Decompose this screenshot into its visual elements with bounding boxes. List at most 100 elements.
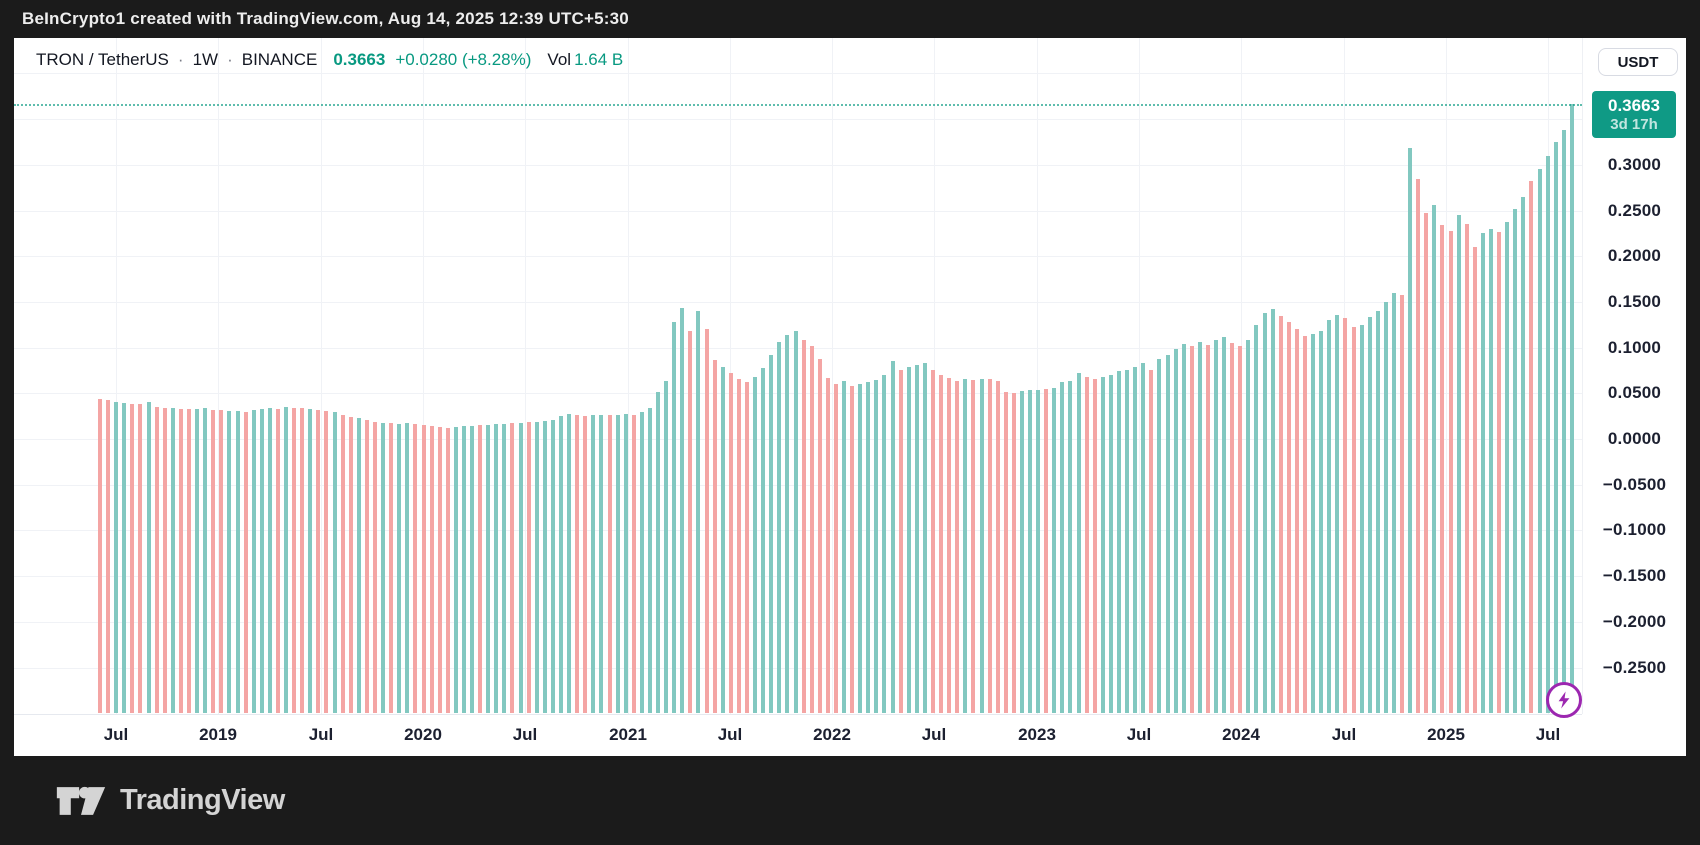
h-gridline bbox=[14, 393, 1582, 395]
h-gridline bbox=[14, 210, 1582, 212]
price-bar bbox=[413, 423, 418, 713]
interval-label[interactable]: 1W bbox=[192, 50, 219, 69]
price-bar bbox=[187, 409, 191, 713]
separator-dot: · bbox=[227, 50, 233, 69]
price-bar bbox=[631, 415, 636, 713]
price-bar bbox=[1553, 141, 1558, 713]
h-gridline bbox=[14, 347, 1582, 349]
price-bar bbox=[1529, 181, 1534, 713]
time-axis[interactable]: Jul 2019 Jul 2020 Jul 2021 Jul 2022 Jul 2023 Jul 20… bbox=[14, 714, 1582, 756]
price-bar bbox=[1125, 369, 1129, 713]
price-bar bbox=[639, 411, 644, 713]
h-gridline bbox=[14, 119, 1582, 121]
price-bar bbox=[664, 380, 669, 713]
price-bar bbox=[445, 428, 450, 713]
price-bar bbox=[1480, 233, 1485, 713]
price-tick-label: −0.1500 bbox=[1602, 566, 1667, 586]
exchange-label: BINANCE bbox=[241, 50, 318, 69]
lightning-button[interactable] bbox=[1546, 682, 1582, 718]
h-gridline bbox=[14, 484, 1582, 486]
h-gridline bbox=[14, 256, 1582, 258]
price-bar bbox=[1416, 178, 1421, 713]
price-bar bbox=[130, 403, 135, 713]
price-bar bbox=[1335, 314, 1340, 713]
price-tick-label: −0.2500 bbox=[1602, 657, 1667, 677]
price-tick-label: 0.0000 bbox=[1607, 429, 1662, 448]
price-bar bbox=[154, 407, 159, 713]
price-bar bbox=[825, 377, 830, 713]
price-bar bbox=[736, 379, 741, 713]
v-gridline bbox=[832, 38, 833, 714]
price-bar bbox=[688, 331, 693, 713]
price-change-value: +0.0280 (+8.28%) bbox=[395, 50, 532, 69]
tradingview-logo[interactable]: TradingView bbox=[55, 782, 285, 820]
price-bar bbox=[1133, 366, 1138, 713]
price-bar bbox=[1561, 130, 1566, 713]
price-bar bbox=[696, 311, 701, 713]
price-bar bbox=[1117, 371, 1121, 713]
price-bar bbox=[316, 409, 321, 713]
current-price-line bbox=[14, 104, 1582, 107]
price-bar bbox=[284, 406, 288, 713]
time-tick-label: Jul bbox=[1126, 725, 1152, 744]
price-bar bbox=[1311, 333, 1315, 713]
price-bar bbox=[575, 415, 580, 713]
v-gridline bbox=[218, 38, 219, 714]
badge-price: 0.3663 bbox=[1608, 96, 1660, 116]
price-bar bbox=[389, 423, 394, 713]
price-bar bbox=[777, 342, 782, 713]
price-bar bbox=[470, 425, 474, 713]
price-bar bbox=[680, 308, 685, 713]
h-gridline bbox=[14, 576, 1582, 578]
price-bar bbox=[1464, 224, 1469, 713]
price-bar bbox=[453, 426, 458, 713]
currency-button[interactable]: USDT bbox=[1598, 48, 1678, 76]
price-tick-label: 0.3000 bbox=[1607, 154, 1662, 174]
price-tick-label: 0.1500 bbox=[1607, 291, 1662, 311]
chart-legend[interactable]: TRON / TetherUS · 1W · BINANCE 0.3663 +0… bbox=[36, 46, 623, 74]
price-bar bbox=[114, 402, 119, 713]
price-bar bbox=[275, 408, 280, 713]
price-bar bbox=[947, 377, 952, 713]
price-bar bbox=[1505, 221, 1510, 713]
price-bar bbox=[1286, 322, 1291, 713]
price-bar bbox=[300, 407, 305, 713]
time-tick-label: Jul bbox=[921, 725, 947, 744]
price-bar bbox=[1222, 336, 1227, 713]
price-bar bbox=[219, 409, 224, 713]
price-bar bbox=[1521, 196, 1526, 713]
price-bar bbox=[1278, 315, 1283, 713]
price-bar bbox=[672, 322, 677, 713]
v-gridline bbox=[321, 38, 322, 714]
price-axis[interactable]: 0.3000 0.2500 0.2000 0.1500 0.1000 0.0500 0.00… bbox=[1582, 38, 1686, 714]
time-tick-label: 2020 bbox=[404, 725, 442, 744]
price-bar bbox=[599, 414, 604, 713]
price-bar bbox=[1076, 373, 1081, 713]
price-bar bbox=[1165, 354, 1170, 713]
tradingview-logo-icon bbox=[56, 786, 106, 815]
price-bar bbox=[1173, 349, 1178, 713]
price-bar bbox=[1448, 230, 1453, 713]
price-bar bbox=[1205, 344, 1210, 713]
price-bar bbox=[1497, 232, 1502, 713]
price-tick-label: 0.0500 bbox=[1607, 383, 1662, 403]
separator-dot: · bbox=[177, 50, 184, 69]
price-tick-label: −0.1000 bbox=[1602, 520, 1667, 540]
price-bar bbox=[647, 407, 652, 713]
chart-pane[interactable] bbox=[14, 38, 1582, 714]
price-bar bbox=[1084, 376, 1089, 713]
symbol-name[interactable]: TRON / TetherUS bbox=[36, 50, 169, 69]
price-tick-label: −0.0500 bbox=[1602, 474, 1667, 494]
price-bar bbox=[1343, 318, 1348, 713]
price-bar bbox=[615, 415, 620, 713]
price-bar bbox=[745, 382, 749, 713]
price-bar bbox=[963, 378, 968, 713]
price-bar bbox=[906, 366, 911, 713]
price-bar bbox=[1060, 382, 1065, 713]
price-bar bbox=[1327, 320, 1332, 713]
price-bar bbox=[146, 402, 151, 713]
price-bar bbox=[98, 399, 102, 713]
v-gridline bbox=[1139, 38, 1140, 714]
price-bar bbox=[332, 411, 337, 713]
price-bar bbox=[1246, 340, 1251, 713]
